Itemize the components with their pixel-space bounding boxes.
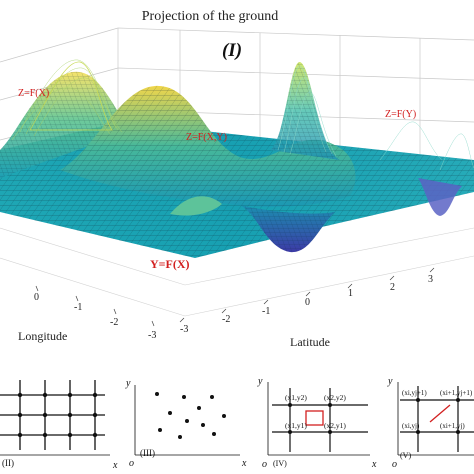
latitude-tick: 0 xyxy=(305,297,310,308)
panel-iii-points xyxy=(155,392,226,439)
annotation-y-fx: Y=F(X) xyxy=(150,257,190,271)
panel-iv-point-label: (x1,y1) xyxy=(285,421,307,430)
panel-v-interp-line xyxy=(429,404,451,423)
panel-iii-y-axis: y xyxy=(125,378,131,389)
latitude-tick: 3 xyxy=(428,274,433,285)
surface-left-peak xyxy=(29,61,113,131)
latitude-tick: 2 xyxy=(390,282,395,293)
main-surface-plot: Projection of the ground (I) xyxy=(0,9,474,349)
panel-ii-regular-grid: (II) x xyxy=(0,380,118,471)
panel-v-point-label: (xi+1,yj) xyxy=(440,422,465,430)
wire-curves-right xyxy=(277,65,474,171)
wire-curves-left xyxy=(11,59,123,141)
longitude-tick: -2 xyxy=(110,317,118,328)
latitude-tick: -2 xyxy=(222,314,230,325)
panel-label-i: (I) xyxy=(222,40,242,61)
panel-v-y-axis: y xyxy=(387,376,393,387)
panel-v-point-label: (xi+1,yj+1) xyxy=(440,389,473,397)
annotation-z-fx: Z=F(X) xyxy=(18,88,49,99)
panel-ii-x-axis: x xyxy=(112,460,118,471)
panel-iii-label: (III) xyxy=(140,448,155,458)
panel-ii-grid-nodes xyxy=(17,392,98,438)
panel-v-point-label: (xi,yj) xyxy=(402,422,420,430)
panel-iv-x-axis: x xyxy=(371,459,377,470)
panel-iv-point-label: (x2,y1) xyxy=(324,421,346,430)
latitude-label: Latitude xyxy=(290,335,330,349)
longitude-tick-marks xyxy=(35,285,155,327)
panel-v-point-label: (xi,yj+1) xyxy=(402,389,427,397)
longitude-tick: -1 xyxy=(74,302,82,313)
panel-iv-origin: o xyxy=(262,459,267,470)
latitude-axis: -3 -2 -1 0 1 2 3 Latitude xyxy=(180,274,433,349)
longitude-tick: 0 xyxy=(34,292,39,303)
latitude-tick: 1 xyxy=(348,288,353,299)
main-plot-title: Projection of the ground xyxy=(142,9,278,24)
panel-v-origin: o xyxy=(392,459,397,470)
panel-iv-label: (IV) xyxy=(273,459,287,468)
panel-iv-highlight-cell xyxy=(305,410,324,426)
latitude-tick: -3 xyxy=(180,324,188,335)
annotation-z-fy: Z=F(Y) xyxy=(385,109,416,120)
panel-iv-bilinear-cell: y o x (IV) (x1,y2) (x2,y2) (x1,y1) (x2,y… xyxy=(257,376,377,470)
panel-iv-y-axis: y xyxy=(257,376,263,387)
longitude-label: Longitude xyxy=(18,329,67,343)
longitude-axis: 0 -1 -2 -3 Longitude xyxy=(18,292,156,343)
panel-iv-point-label: (x2,y2) xyxy=(324,393,346,402)
panel-iv-point-label: (x1,y2) xyxy=(285,393,307,402)
panel-v-interpolation-cell: y o (V) (xi,yj+1) (xi+1,yj+1) (xi,yj) (x… xyxy=(387,376,474,470)
surface-right-dip xyxy=(418,178,462,216)
annotation-z-fxy: Z=F(X,Y) xyxy=(186,132,227,143)
panel-iii-origin: o xyxy=(129,458,134,469)
panel-iii-scatter: y o x (III) xyxy=(125,378,247,469)
panel-iii-x-axis: x xyxy=(241,458,247,469)
panel-v-label: (V) xyxy=(400,451,411,460)
surface-front-bump xyxy=(170,196,222,216)
panel-ii-label: (II) xyxy=(2,458,14,468)
latitude-tick: -1 xyxy=(262,306,270,317)
floor-grid xyxy=(0,227,474,317)
latitude-tick-marks xyxy=(179,267,435,323)
longitude-tick: -3 xyxy=(148,330,156,341)
